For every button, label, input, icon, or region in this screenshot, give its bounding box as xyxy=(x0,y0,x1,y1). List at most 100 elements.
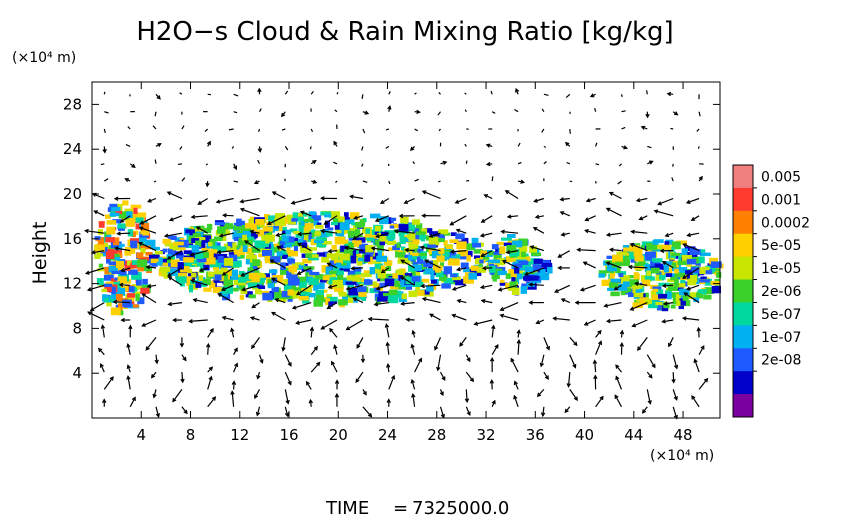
cloud-cell xyxy=(283,295,294,300)
wind-vector xyxy=(277,245,286,252)
cloud-cell xyxy=(529,246,537,253)
wind-vector xyxy=(86,267,105,275)
wind-vector xyxy=(621,110,626,113)
cloud-cell xyxy=(341,239,349,244)
wind-arrowhead xyxy=(195,226,201,231)
cloud-cell xyxy=(203,264,210,271)
cloud-cell xyxy=(330,299,338,304)
cloud-cell xyxy=(97,239,105,245)
cloud-cell xyxy=(350,249,357,257)
cloud-cell xyxy=(161,270,168,276)
cloud-cell xyxy=(658,293,668,299)
cloud-cell xyxy=(444,254,455,260)
wind-arrowhead xyxy=(241,287,246,292)
cloud-cell xyxy=(482,254,490,260)
wind-vector xyxy=(507,215,519,218)
colorbar-label: 0.001 xyxy=(761,192,801,208)
cloud-cell xyxy=(699,267,706,275)
cloud-cell xyxy=(676,300,681,306)
cloud-cell xyxy=(539,273,550,281)
cloud-cell xyxy=(156,261,163,266)
wind-arrowhead xyxy=(629,242,635,248)
plot-area xyxy=(84,81,724,420)
cloud-cell xyxy=(398,250,403,254)
cloud-cell xyxy=(609,282,619,289)
wind-arrowhead xyxy=(99,362,104,368)
wind-arrowhead xyxy=(266,221,272,225)
cloud-cell xyxy=(375,239,380,247)
cloud-cell xyxy=(357,257,364,265)
cloud-cell xyxy=(150,258,161,264)
cloud-cell xyxy=(302,212,308,217)
cloud-cell xyxy=(262,226,273,232)
cloud-cell xyxy=(345,281,357,285)
cloud-cell xyxy=(233,225,245,231)
cloud-cell xyxy=(258,290,269,295)
wind-arrowhead xyxy=(215,199,221,204)
colorbar-swatch xyxy=(733,279,753,303)
wind-arrowhead xyxy=(297,231,302,237)
cloud-cell xyxy=(291,287,302,291)
wind-arrowhead xyxy=(270,277,276,282)
wind-arrowhead xyxy=(659,248,665,254)
cloud-cell xyxy=(428,236,434,245)
cloud-cell xyxy=(680,277,686,284)
wind-vector xyxy=(152,125,157,130)
wind-vector xyxy=(606,207,622,217)
cloud-cell xyxy=(325,267,332,275)
cloud-cell xyxy=(343,262,351,269)
cloud-cell xyxy=(634,255,644,262)
cloud-cell xyxy=(412,239,420,244)
cloud-cell xyxy=(223,270,232,277)
cloud-cell xyxy=(317,282,325,289)
colorbar-swatch xyxy=(733,233,753,258)
cloud-cell xyxy=(228,276,238,280)
wind-arrowhead xyxy=(239,199,244,204)
wind-vector xyxy=(142,319,157,327)
wind-arrowhead xyxy=(255,411,261,417)
wind-arrowhead xyxy=(418,357,423,363)
cloud-cell xyxy=(403,237,412,242)
wind-arrowhead xyxy=(598,340,603,345)
wind-arrowhead xyxy=(299,210,305,215)
wind-arrowhead xyxy=(118,282,124,288)
wind-arrowhead xyxy=(681,316,687,321)
cloud-cell xyxy=(256,229,265,237)
cloud-cell xyxy=(136,259,148,268)
wind-arrowhead xyxy=(150,373,156,379)
wind-arrowhead xyxy=(87,311,92,316)
cloud-cell xyxy=(687,251,698,259)
wind-vector xyxy=(617,180,622,185)
wind-vector xyxy=(276,232,286,237)
cloud-cell xyxy=(232,249,241,257)
wind-vector xyxy=(457,267,467,271)
cloud-cell xyxy=(691,250,699,255)
cloud-cell xyxy=(392,245,400,251)
wind-arrowhead xyxy=(623,145,629,150)
cloud-cell xyxy=(501,237,512,241)
cloud-cell xyxy=(474,255,481,259)
cloud-cell xyxy=(674,278,679,287)
cloud-cell xyxy=(379,216,389,225)
cloud-cell xyxy=(376,297,388,302)
cloud-cell xyxy=(438,248,445,254)
wind-arrowhead xyxy=(320,229,325,234)
wind-vector xyxy=(686,284,700,290)
cloud-cell xyxy=(201,246,210,254)
wind-arrowhead xyxy=(379,200,385,204)
wind-arrowhead xyxy=(647,400,652,405)
cloud-cell xyxy=(689,275,698,283)
wind-vector xyxy=(284,354,292,367)
wind-vector xyxy=(169,215,183,221)
wind-vector xyxy=(310,362,321,373)
wind-vector xyxy=(257,159,261,165)
wind-vector xyxy=(207,344,209,355)
cloud-cell xyxy=(380,275,387,282)
wind-vector xyxy=(561,298,571,304)
wind-vector xyxy=(355,371,364,383)
wind-vector xyxy=(671,177,674,182)
wind-vector xyxy=(542,406,545,416)
cloud-cell xyxy=(260,277,265,283)
cloud-cell xyxy=(287,289,294,296)
cloud-cell xyxy=(506,245,517,253)
